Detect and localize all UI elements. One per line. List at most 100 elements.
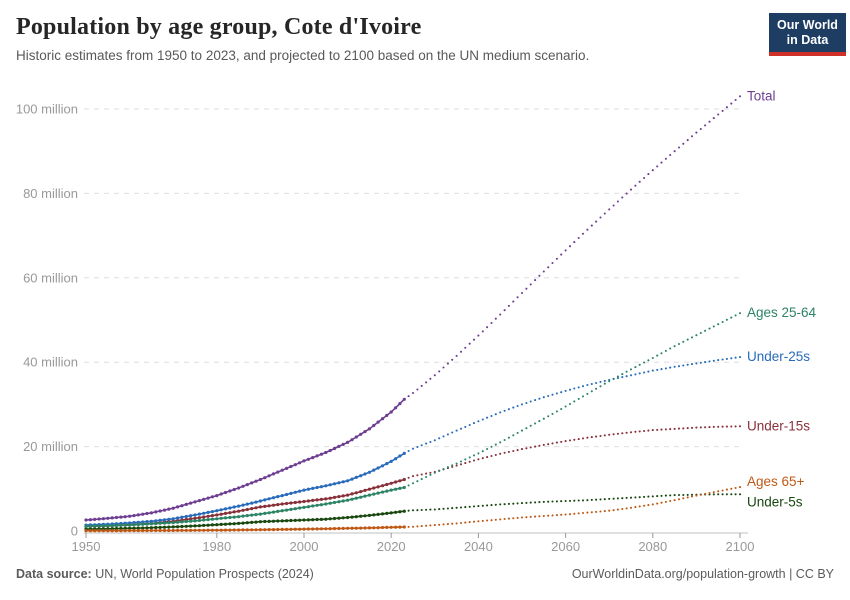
projected-point: [555, 514, 558, 517]
data-point: [97, 524, 101, 528]
projected-point: [520, 502, 524, 505]
data-point: [367, 427, 371, 431]
projected-point: [629, 368, 633, 371]
projected-point: [573, 400, 576, 403]
projected-point: [529, 515, 532, 518]
owid-logo[interactable]: Our World in Data: [769, 13, 846, 56]
projected-point: [468, 342, 471, 345]
data-point: [394, 525, 398, 529]
legend-label-under-25s[interactable]: Under-25s: [747, 349, 810, 364]
owid-logo-line1: Our World: [777, 18, 838, 32]
data-point: [184, 514, 188, 519]
data-point: [276, 495, 280, 499]
data-point: [114, 515, 119, 520]
projected-point: [477, 420, 480, 423]
data-point: [101, 524, 105, 528]
data-point: [97, 517, 101, 521]
legend-label-total[interactable]: Total: [747, 88, 776, 103]
projected-point: [503, 503, 506, 506]
data-point: [380, 490, 385, 494]
data-point: [315, 503, 319, 507]
projected-point: [568, 439, 572, 442]
projected-point: [647, 370, 650, 373]
projected-point: [699, 331, 702, 335]
data-point: [385, 413, 389, 417]
data-point: [298, 527, 302, 531]
projected-point: [677, 146, 681, 149]
data-point: [398, 486, 402, 490]
projected-point: [704, 361, 707, 364]
projected-point: [669, 347, 672, 350]
data-point: [359, 526, 363, 530]
projected-point: [695, 131, 698, 134]
projected-point: [503, 309, 506, 312]
projected-point: [499, 452, 502, 455]
projected-point: [477, 505, 480, 508]
projected-point: [677, 365, 681, 368]
projected-point: [442, 468, 445, 471]
projected-point: [538, 501, 541, 504]
projected-point: [721, 320, 724, 324]
projected-point: [725, 493, 728, 496]
data-point: [271, 528, 276, 532]
projected-point: [586, 499, 589, 502]
projected-point: [551, 514, 554, 517]
data-point: [359, 432, 363, 436]
data-point: [132, 529, 136, 533]
projected-point: [581, 395, 585, 398]
projected-point: [407, 525, 410, 528]
projected-point: [682, 497, 685, 500]
data-point: [398, 525, 402, 529]
data-point: [232, 515, 236, 519]
owid-logo-line2: in Data: [786, 32, 829, 47]
projected-point: [660, 161, 663, 164]
data-point: [359, 490, 363, 494]
legend-label-ages-25-64[interactable]: Ages 25-64: [747, 305, 817, 320]
data-point: [394, 480, 398, 484]
projected-point: [595, 381, 598, 385]
projected-point: [625, 496, 628, 499]
projected-point: [699, 426, 702, 429]
data-point: [245, 528, 249, 532]
projected-point: [516, 516, 519, 519]
projected-point: [520, 429, 524, 432]
data-point: [176, 528, 180, 533]
data-point: [223, 528, 228, 532]
y-tick-label: 20 million: [23, 439, 78, 454]
data-point: [389, 410, 393, 414]
data-point: [271, 503, 276, 507]
projected-point: [529, 400, 532, 403]
projected-point: [429, 471, 432, 474]
data-point: [237, 521, 241, 526]
projected-point: [499, 411, 502, 414]
data-point: [324, 484, 328, 488]
projected-point: [656, 354, 659, 357]
projected-point: [490, 321, 493, 325]
data-point: [363, 488, 367, 492]
projected-point: [547, 514, 550, 517]
data-point: [189, 519, 193, 523]
projected-point: [581, 499, 585, 502]
data-point: [206, 518, 210, 522]
data-point: [88, 524, 92, 528]
projected-point: [673, 365, 676, 368]
data-point: [241, 528, 245, 532]
data-point: [245, 507, 249, 512]
legend-label-ages-65[interactable]: Ages 65+: [747, 474, 805, 489]
credit-link[interactable]: OurWorldinData.org/population-growth | C…: [571, 567, 834, 581]
projected-point: [411, 475, 415, 478]
projected-point: [520, 448, 524, 451]
projected-point: [686, 496, 689, 499]
projected-point: [486, 456, 489, 459]
projected-point: [425, 472, 428, 475]
data-point: [136, 529, 140, 533]
data-point: [354, 435, 358, 439]
data-point: [145, 520, 149, 524]
projected-point: [472, 454, 476, 457]
data-point: [337, 444, 341, 448]
legend-label-under-5s[interactable]: Under-5s: [747, 494, 803, 509]
projected-point: [494, 443, 497, 446]
legend-label-under-15s[interactable]: Under-15s: [747, 418, 810, 433]
projected-point: [699, 493, 702, 496]
projected-point: [529, 446, 532, 449]
